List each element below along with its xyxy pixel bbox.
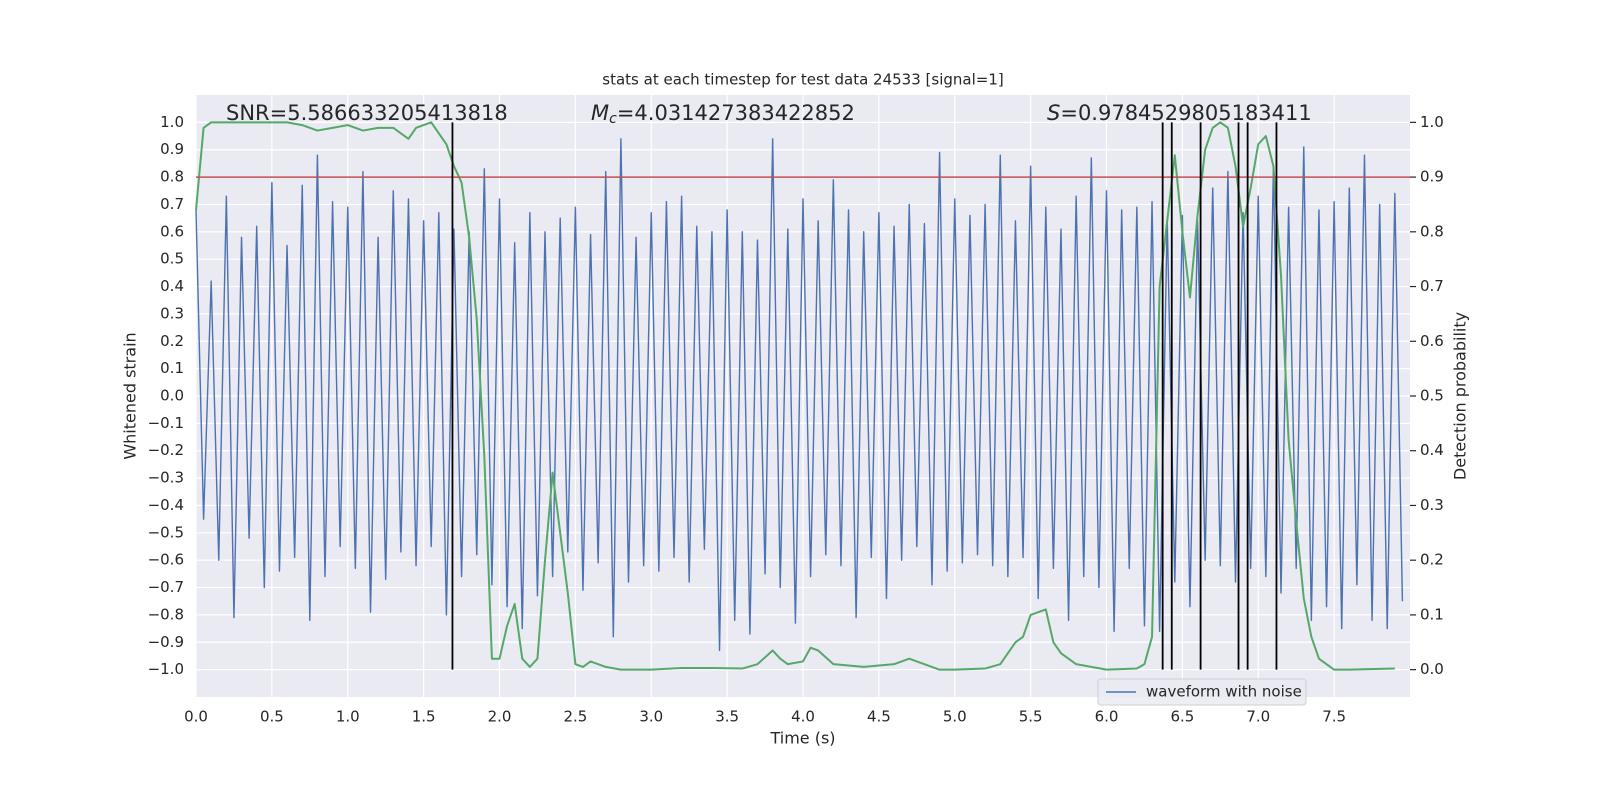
y2-tick-label: 0.1 [1420,605,1444,623]
legend-label: waveform with noise [1146,683,1302,701]
y-tick-label: 0.7 [160,195,184,213]
y2-tick-label: 0.9 [1420,168,1444,186]
y-axis-label: Whitened strain [121,332,140,459]
y-tick-label: 0.5 [160,250,184,268]
y2-tick-label: 0.5 [1420,387,1444,405]
annotation-text: =4.031427383422852 [617,101,855,125]
y-tick-label: 0.4 [160,277,184,295]
y-tick-label: 0.1 [160,359,184,377]
y-tick-label: −0.1 [148,414,184,432]
x-tick-label: 5.5 [1019,708,1043,726]
series-line [195,121,1395,671]
y-tick-label: 0.3 [160,304,184,322]
x-tick-label: 4.0 [791,708,815,726]
x-tick-label: 2.5 [563,708,587,726]
annotation: S=0.9784529805183411 [1047,101,1312,125]
annotation-text: =0.9784529805183411 [1060,101,1311,125]
x-tick-label: 7.5 [1322,708,1346,726]
y2-tick-label: 0.2 [1420,551,1444,569]
x-tick-label: 5.0 [943,708,967,726]
x-tick-label: 2.0 [488,708,512,726]
annotation: SNR=5.586633205413818 [226,101,508,125]
y-tick-label: 0.2 [160,332,184,350]
x-tick-label: 3.0 [639,708,663,726]
x-tick-label: 6.5 [1170,708,1194,726]
x-tick-label: 1.0 [336,708,360,726]
x-tick-label: 6.0 [1095,708,1119,726]
annotation-text: SNR=5.586633205413818 [226,101,508,125]
y-tick-label: −0.3 [148,469,184,487]
x-tick-label: 3.5 [715,708,739,726]
y2-tick-label: 0.8 [1420,222,1444,240]
y2-tick-label: 0.0 [1420,660,1444,678]
y2-tick-label: 0.6 [1420,332,1444,350]
annotation-symbol: S [1047,101,1060,125]
y2-axis-label: Detection probability [1451,312,1470,480]
y-tick-label: −0.8 [148,605,184,623]
y2-tick-label: 0.7 [1420,277,1444,295]
y-tick-label: −0.9 [148,633,184,651]
annotation-symbol: M [591,101,609,125]
annotation-subscript: c [609,111,617,127]
annotation: Mc=4.031427383422852 [591,101,855,127]
y2-tick-label: 0.4 [1420,441,1444,459]
y-tick-label: 0.0 [160,387,184,405]
x-tick-label: 7.0 [1246,708,1270,726]
y-tick-label: −0.7 [148,578,184,596]
x-tick-label: 4.5 [867,708,891,726]
y-tick-label: −0.6 [148,551,184,569]
y-tick-label: −0.2 [148,441,184,459]
y2-tick-label: 0.3 [1420,496,1444,514]
y-tick-label: −0.5 [148,523,184,541]
x-tick-label: 0.5 [260,708,284,726]
y-tick-label: −0.4 [148,496,184,514]
chart-title: stats at each timestep for test data 245… [602,71,1003,89]
y-tick-label: −1.0 [148,660,184,678]
y2-tick-label: 1.0 [1420,113,1444,131]
x-axis-label: Time (s) [769,729,835,748]
y-tick-label: 0.9 [160,140,184,158]
y-tick-label: 0.8 [160,168,184,186]
x-tick-label: 0.0 [184,708,208,726]
x-tick-label: 1.5 [412,708,436,726]
legend-box [1097,678,1307,706]
y-tick-label: 1.0 [160,113,184,131]
y-tick-label: 0.6 [160,222,184,240]
